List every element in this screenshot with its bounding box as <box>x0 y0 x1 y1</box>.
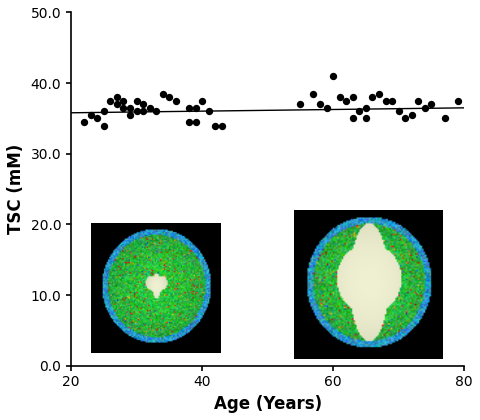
Point <box>198 97 206 104</box>
Point <box>146 105 154 111</box>
Point <box>297 101 304 108</box>
Point <box>132 97 140 104</box>
Point <box>382 97 389 104</box>
Point <box>126 112 134 118</box>
Point <box>323 105 330 111</box>
Point <box>388 97 396 104</box>
Point <box>211 122 219 129</box>
Point <box>80 118 88 125</box>
Point <box>205 108 213 115</box>
Point <box>185 105 193 111</box>
Point <box>401 115 409 122</box>
Point <box>441 115 448 122</box>
Point <box>126 105 134 111</box>
Point <box>159 90 167 97</box>
Point <box>113 101 120 108</box>
Point <box>362 105 370 111</box>
Point <box>349 115 357 122</box>
Point <box>107 97 114 104</box>
Point <box>87 112 95 118</box>
Point <box>120 97 127 104</box>
Point <box>454 97 462 104</box>
Point <box>192 105 199 111</box>
Point <box>408 112 416 118</box>
Point <box>166 94 173 101</box>
Point <box>415 97 422 104</box>
Point <box>172 97 180 104</box>
Point <box>192 118 199 125</box>
Point <box>375 90 383 97</box>
Y-axis label: TSC (mM): TSC (mM) <box>7 144 25 234</box>
Point <box>316 101 324 108</box>
Point <box>152 108 160 115</box>
X-axis label: Age (Years): Age (Years) <box>214 395 322 413</box>
Point <box>120 105 127 111</box>
Point <box>428 101 435 108</box>
Point <box>100 108 108 115</box>
Point <box>113 94 120 101</box>
Point <box>349 94 357 101</box>
Point <box>310 90 317 97</box>
Point <box>139 101 147 108</box>
Point <box>185 118 193 125</box>
Point <box>362 115 370 122</box>
Point <box>218 122 226 129</box>
Point <box>336 94 344 101</box>
Point <box>395 108 403 115</box>
Point <box>93 115 101 122</box>
Point <box>139 108 147 115</box>
Point <box>356 108 363 115</box>
Point <box>100 122 108 129</box>
Point <box>421 105 429 111</box>
Point <box>329 73 337 79</box>
Point <box>132 108 140 115</box>
Point <box>342 97 350 104</box>
Point <box>369 94 376 101</box>
